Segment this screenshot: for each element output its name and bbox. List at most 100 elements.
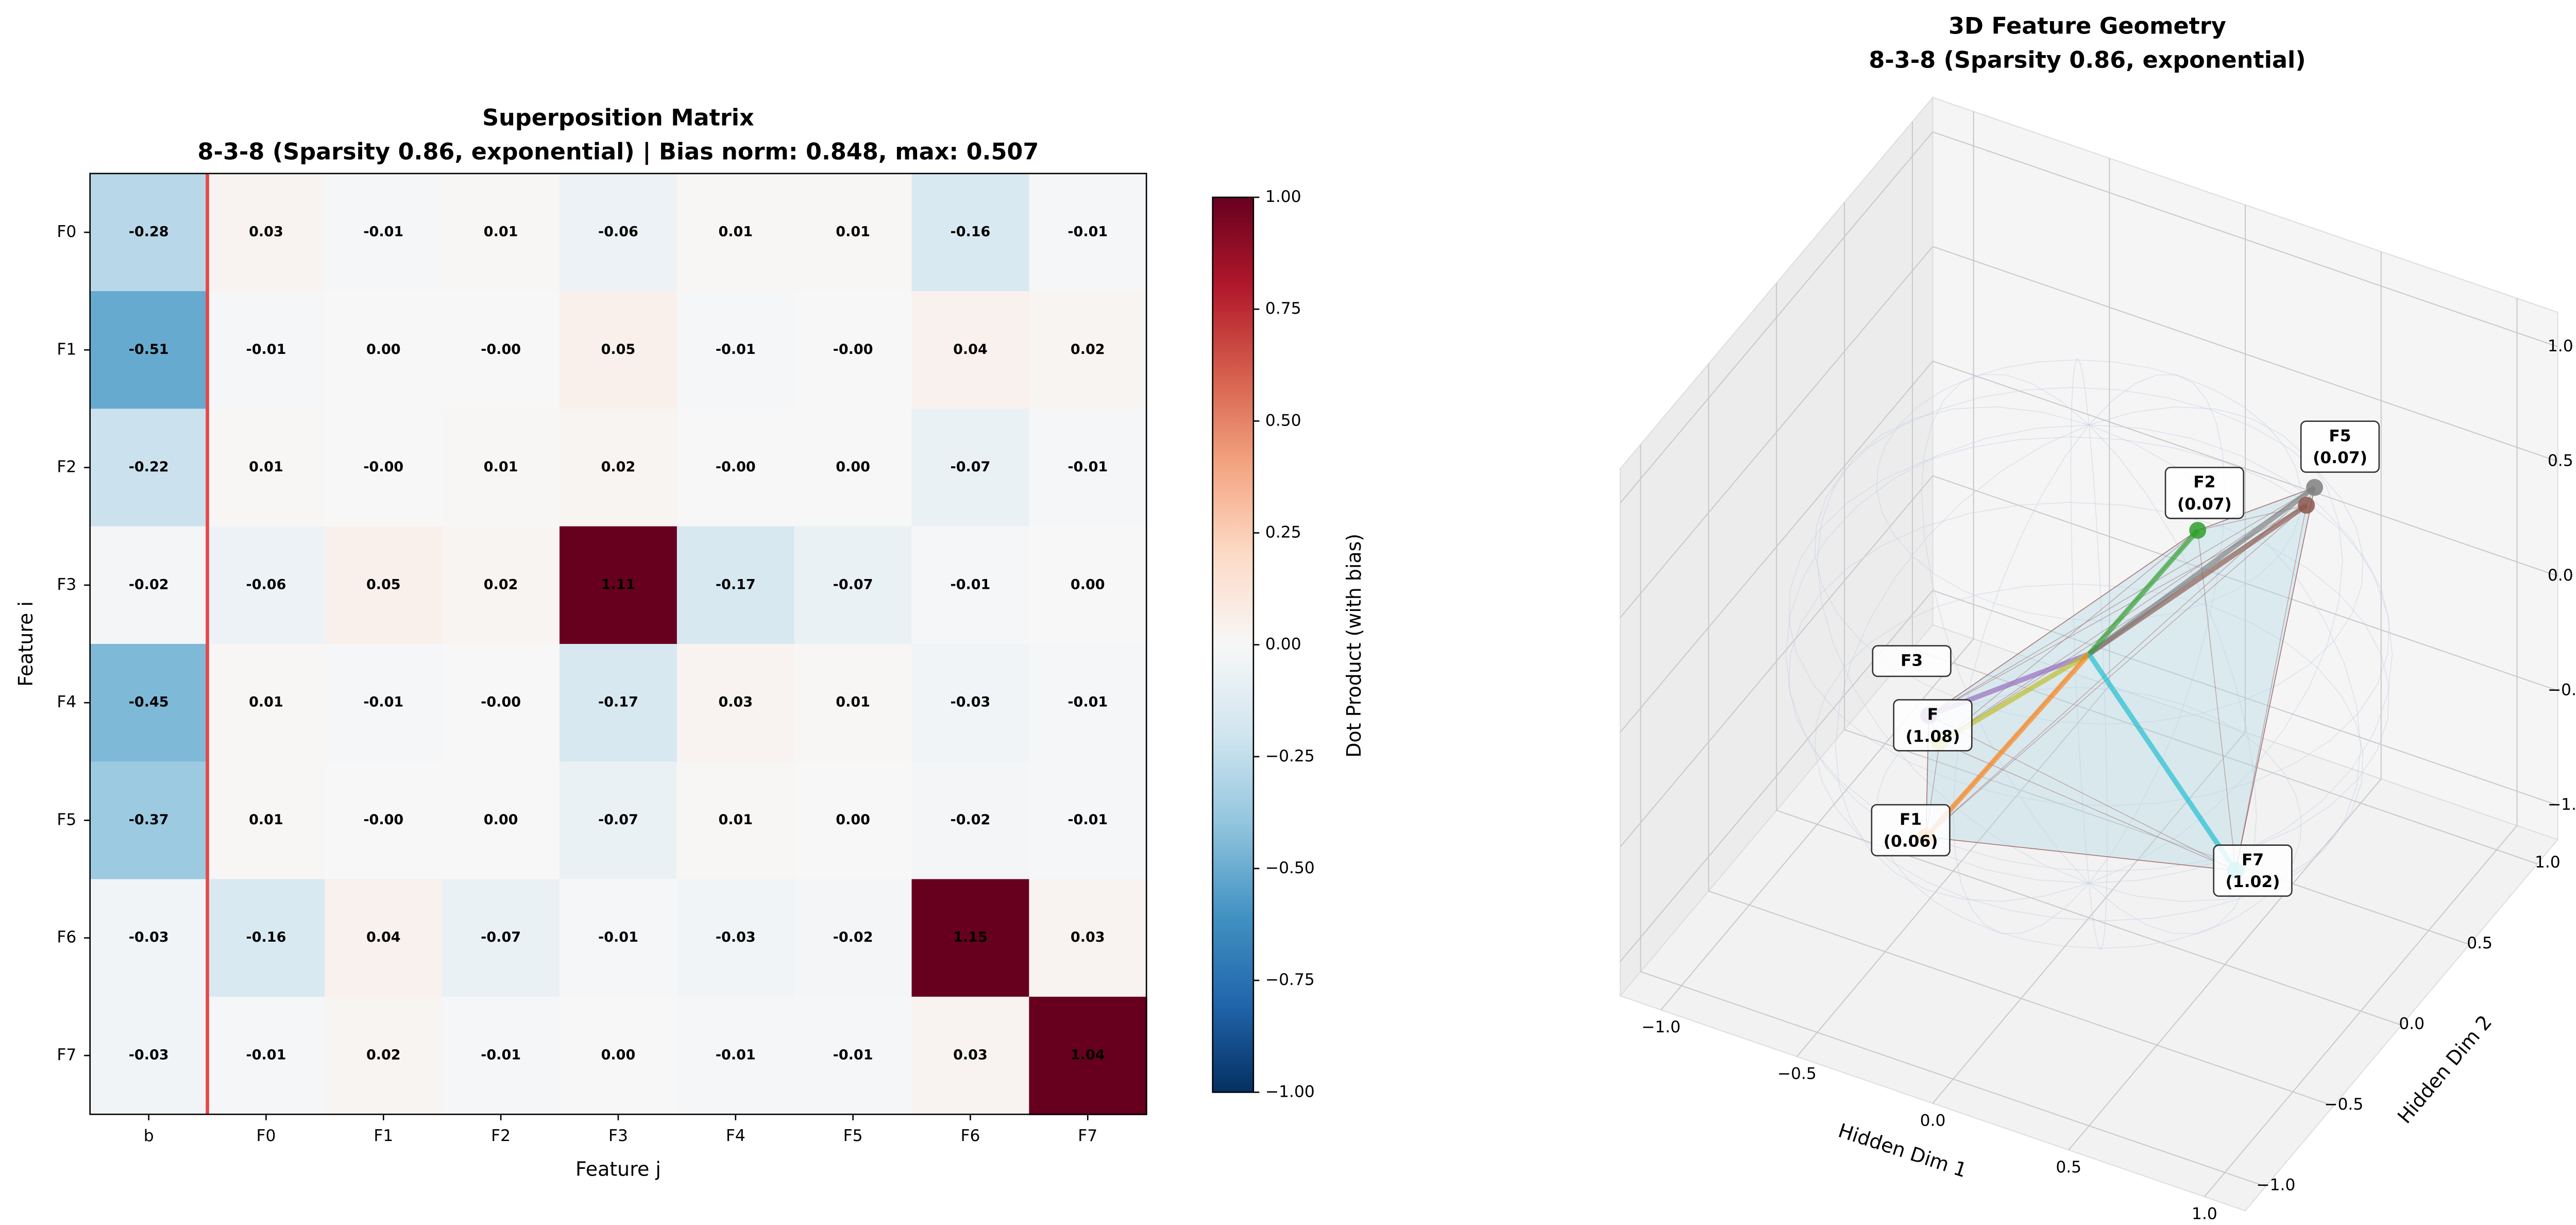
heatmap-cell — [676, 173, 795, 292]
cell-label: 0.00 — [1071, 576, 1105, 592]
y-tick-label: 0.5 — [2467, 934, 2493, 952]
y-tick-label: 1.0 — [2535, 853, 2561, 872]
cell-label: 0.02 — [484, 576, 518, 592]
grid-line — [1708, 890, 2334, 1107]
heatmap-cell — [207, 879, 326, 998]
heatmap-cell — [90, 879, 209, 998]
y-tick-label: F1 — [57, 340, 76, 359]
heatmap-cell — [911, 173, 1030, 292]
colorbar-label: Dot Product (with bias) — [1343, 534, 1365, 758]
x-tick-label: F5 — [843, 1127, 863, 1145]
x-tick-label: F4 — [726, 1127, 745, 1145]
cell-label: -0.07 — [833, 576, 873, 592]
chart-title: Superposition Matrix — [482, 105, 754, 131]
x-tick-label: −0.5 — [1777, 1065, 1817, 1083]
heatmap-cell — [560, 996, 678, 1115]
colorbar — [1212, 196, 1255, 1093]
label-box — [1872, 645, 1952, 677]
cell-label: 0.04 — [953, 342, 988, 358]
heatmap-cell — [911, 996, 1030, 1115]
x-tick-label: b — [144, 1127, 154, 1145]
grid-line — [1640, 971, 2266, 1187]
sphere-wire — [1835, 406, 2343, 902]
feature-vector — [2087, 529, 2200, 656]
heatmap-cell — [90, 173, 209, 292]
y-tick-label: F6 — [57, 928, 76, 947]
x-axis-label: Hidden Dim 1 — [1836, 1119, 1970, 1182]
edge — [1939, 487, 2315, 743]
heatmap-cell — [207, 291, 326, 410]
edge — [1925, 505, 2307, 838]
cell-label: -0.01 — [481, 1047, 521, 1063]
heatmap-cell — [1029, 643, 1147, 762]
grid-line — [1912, 648, 2538, 864]
heatmap-cell — [911, 409, 1030, 528]
cell-label: -0.16 — [950, 224, 990, 240]
grid-line — [1620, 475, 1934, 847]
edge — [2197, 487, 2315, 531]
point — [2189, 521, 2207, 539]
cell-label: -0.17 — [716, 576, 756, 592]
edge — [1928, 715, 2236, 871]
x-tick-label: F3 — [608, 1127, 628, 1145]
x-tick-label: −1.0 — [1641, 1018, 1681, 1036]
cell-label: -0.00 — [481, 694, 521, 710]
cell-label: 0.01 — [718, 812, 753, 828]
x-tick-label: F1 — [374, 1127, 393, 1145]
y-axis-label: Feature i — [14, 601, 37, 687]
heatmap-cell — [794, 879, 913, 998]
cell-label: -0.00 — [363, 812, 403, 828]
edge — [2235, 487, 2315, 871]
heatmap-cell — [794, 761, 913, 880]
cell-label: -0.00 — [716, 459, 756, 475]
cell-label: -0.01 — [716, 342, 756, 358]
cell-label: -0.07 — [598, 812, 638, 828]
heatmap-cell — [676, 761, 795, 880]
cell-label: -0.01 — [246, 342, 286, 358]
cell-label: -0.02 — [833, 929, 873, 945]
y-tick-label: F7 — [57, 1046, 76, 1064]
cell-label: -0.01 — [1067, 812, 1108, 828]
heatmap-cell — [794, 996, 913, 1115]
y-tick-label: −0.5 — [2324, 1095, 2363, 1114]
point-label: (1.08) — [1906, 727, 1960, 746]
point-label: (0.06) — [1884, 832, 1938, 851]
cell-label: -0.03 — [129, 929, 169, 945]
z-tick-label: 1.0 — [2548, 337, 2573, 355]
cell-label: -0.01 — [716, 1047, 756, 1063]
cell-label: -0.45 — [129, 694, 169, 710]
label-box — [1893, 699, 1973, 752]
z-tick-label: −0.5 — [2548, 681, 2576, 700]
heatmap-cell — [442, 643, 561, 762]
cell-label: 0.00 — [601, 1047, 636, 1063]
x-tick-label: 0.0 — [1920, 1111, 1946, 1130]
heatmap-cell — [1029, 879, 1147, 998]
heatmap-cell — [325, 879, 443, 998]
label-box — [2164, 467, 2245, 519]
heatmap-cell — [1029, 761, 1147, 880]
chart-subtitle: 8-3-8 (Sparsity 0.86, exponential) — [1869, 47, 2306, 73]
heatmap-cell — [911, 879, 1030, 998]
grid-line — [1933, 246, 2558, 462]
heatmap-cell — [794, 173, 913, 292]
heatmap-cell — [90, 996, 209, 1115]
heatmap-cell — [1029, 996, 1147, 1115]
heatmap-cell — [676, 526, 795, 645]
heatmap-cell — [325, 409, 443, 528]
scatter3d-panel: 3D Feature Geometry 8-3-8 (Sparsity 0.86… — [1619, 13, 2576, 1223]
point-name: F5 — [2329, 427, 2351, 445]
feature-vector — [1924, 652, 2091, 839]
colorbar-tick-label: 0.75 — [1265, 299, 1301, 318]
point-name: F2 — [2193, 473, 2215, 491]
cell-label: 0.00 — [836, 459, 870, 475]
heatmap-cell — [207, 643, 326, 762]
cell-label: 0.03 — [718, 694, 753, 710]
cell-label: -0.01 — [1067, 694, 1108, 710]
colorbar-tick-label: 0.25 — [1265, 523, 1301, 541]
z-tick-label: 0.5 — [2548, 452, 2573, 470]
cell-label: -0.01 — [598, 929, 638, 945]
chart-title: 3D Feature Geometry — [1948, 13, 2226, 39]
y-tick-label: F3 — [57, 575, 76, 594]
heatmap-cell — [90, 526, 209, 645]
